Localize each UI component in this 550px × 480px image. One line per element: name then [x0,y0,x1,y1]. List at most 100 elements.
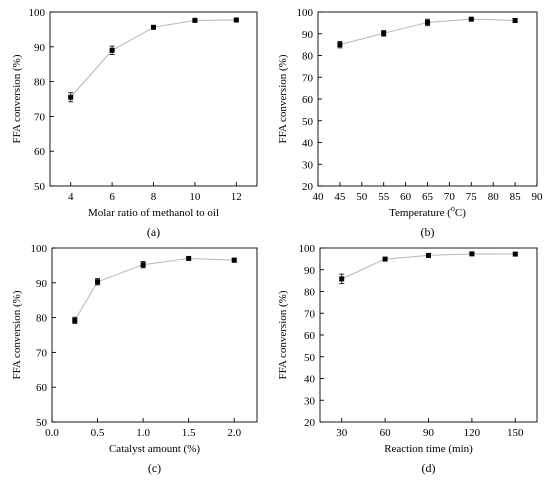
x-tick-label: 55 [378,191,390,203]
x-tick-label: 30 [336,427,348,439]
x-axis-title: Temperature (oC) [389,204,466,219]
x-tick-label: 150 [507,427,524,439]
series-line [74,257,235,321]
y-tick-label: 80 [304,287,316,299]
data-point [233,17,239,23]
x-tick-label: 8 [151,191,157,203]
y-tick-label: 50 [304,352,316,364]
y-tick-label: 100 [299,243,316,255]
x-tick-label: 90 [532,191,544,203]
y-tick-label: 100 [297,7,314,19]
y-tick-label: 40 [302,138,314,150]
x-tick-label: 45 [334,191,346,203]
data-point [381,30,387,36]
x-axis-title-text: Temperature ( [389,207,451,219]
data-point [109,47,115,53]
x-axis-title: Catalyst amount (%) [109,443,200,455]
panel-label: (a) [147,225,160,239]
x-axis-title: Reaction time (min) [384,443,473,455]
x-axis-title: Molar ratio of methanol to oil [88,207,219,219]
y-tick-label: 80 [36,313,48,325]
x-tick-label: 50 [356,191,368,203]
panel-c: 0.0 0.5 1.0 1.5 2.0 50 60 70 80 90 100 Catalyst amo… [11,243,258,475]
y-tick-label: 100 [29,7,46,19]
x-tick-label: 40 [313,191,325,203]
data-point [425,19,430,25]
x-tick-label: 12 [231,191,242,203]
x-tick-label: 60 [380,427,392,439]
y-tick-label: 90 [36,278,48,290]
data-point [426,252,431,258]
y-tick-label: 60 [304,330,316,342]
y-axis-title: FFA conversion (%) [277,290,289,379]
y-tick-label: 30 [304,395,316,407]
panel-a: 4 6 8 10 12 50 60 70 80 90 100 Molar ratio of metha… [11,7,258,239]
y-tick-label: 80 [34,77,46,89]
y-tick-label: 90 [302,29,314,41]
y-tick-label: 70 [34,111,46,123]
x-tick-label: 1.0 [136,427,150,439]
data-point [382,256,388,262]
panel-label: (d) [422,461,436,475]
x-tick-label: 6 [109,191,115,203]
y-tick-label: 20 [304,417,316,429]
panel-b: 40 45 50 55 60 65 70 75 80 85 90 20 30 40 50 60 70 80 90 10… [277,7,543,239]
plot-frame [51,247,258,423]
data-point [140,262,146,268]
y-tick-label: 60 [34,146,46,158]
y-axis-title: FFA conversion (%) [277,54,289,143]
x-tick-label: 2.0 [227,427,241,439]
panel-d: 30 60 90 120 150 20 30 40 50 60 70 80 90 100 Reaction … [277,243,538,475]
x-tick-label: 1.5 [182,427,196,439]
data-point [468,16,474,22]
plot-frame [49,11,258,187]
x-axis-title-suffix: C) [455,207,466,219]
y-tick-label: 90 [304,265,316,277]
x-axis-title-text: Reaction time (min) [384,443,473,455]
x-axis-title-sup: o [451,204,455,213]
y-tick-label: 60 [302,94,314,106]
y-axis-title: FFA conversion (%) [11,290,23,379]
y-tick-label: 100 [31,243,48,255]
y-tick-label: 50 [36,417,48,429]
y-tick-label: 70 [304,308,316,320]
data-point [192,17,198,23]
y-tick-label: 50 [34,181,46,193]
series-line [70,19,237,98]
data-point [337,42,343,48]
x-tick-label: 4 [68,191,74,203]
y-tick-label: 20 [302,181,314,193]
data-point [151,24,156,30]
x-tick-label: 90 [423,427,435,439]
panel-label: (b) [421,225,435,239]
data-point [186,255,192,261]
data-point [95,279,101,285]
y-tick-label: 50 [302,116,314,128]
y-axis-title: FFA conversion (%) [11,54,23,143]
data-point [231,257,237,263]
data-point [469,251,475,257]
panel-label: (c) [148,461,161,475]
x-tick-label: 0.0 [45,427,59,439]
x-axis-title-text: Molar ratio of methanol to oil [88,207,219,219]
x-tick-label: 85 [510,191,522,203]
y-tick-label: 70 [36,347,48,359]
plot-frame [317,11,538,187]
data-point [72,317,78,323]
y-tick-label: 80 [302,51,314,63]
data-point [68,94,74,100]
x-tick-label: 120 [464,427,481,439]
x-tick-label: 10 [189,191,201,203]
y-tick-label: 90 [34,42,46,54]
y-tick-label: 30 [302,159,314,171]
x-tick-label: 80 [488,191,500,203]
y-tick-label: 70 [302,72,314,84]
x-tick-label: 65 [422,191,434,203]
x-tick-label: 0.5 [91,427,105,439]
y-tick-label: 40 [304,374,316,386]
data-point [512,17,518,23]
y-tick-label: 60 [36,382,48,394]
x-axis-title-text: Catalyst amount (%) [109,443,200,455]
x-tick-label: 75 [466,191,478,203]
